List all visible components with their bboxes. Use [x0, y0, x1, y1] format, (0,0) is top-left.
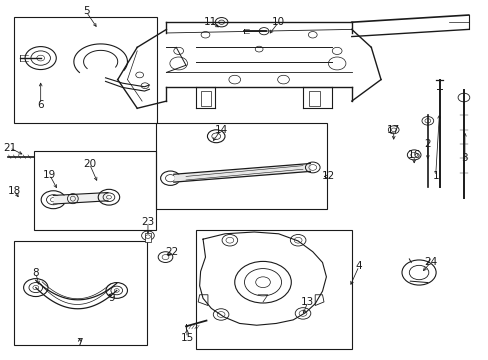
Text: 15: 15	[180, 333, 193, 343]
Text: 4: 4	[355, 261, 362, 271]
Bar	[34, 151, 156, 230]
Bar	[308, 91, 319, 107]
Text: 20: 20	[82, 159, 96, 169]
Text: 21: 21	[3, 143, 16, 153]
Text: 16: 16	[407, 150, 420, 160]
Text: 9: 9	[108, 293, 115, 303]
Text: 12: 12	[321, 171, 334, 181]
Text: 10: 10	[271, 17, 285, 27]
Text: 22: 22	[165, 247, 179, 257]
Text: 23: 23	[141, 217, 154, 227]
Bar	[14, 241, 147, 345]
Bar	[200, 91, 211, 107]
Text: 7: 7	[76, 338, 83, 348]
Text: 11: 11	[203, 17, 217, 27]
Text: 6: 6	[37, 100, 44, 110]
Text: 3: 3	[461, 153, 467, 163]
Bar	[195, 230, 351, 348]
Text: 18: 18	[8, 186, 21, 196]
Text: 1: 1	[431, 171, 438, 181]
Text: 13: 13	[301, 297, 314, 307]
Text: 5: 5	[82, 6, 89, 17]
Bar	[145, 233, 151, 242]
Bar	[156, 123, 327, 209]
Bar	[14, 17, 157, 123]
Text: 19: 19	[43, 170, 56, 180]
Text: 2: 2	[424, 139, 430, 149]
Text: 17: 17	[386, 125, 400, 135]
Text: 8: 8	[32, 268, 39, 278]
Text: 14: 14	[214, 125, 227, 135]
Text: 24: 24	[423, 257, 436, 267]
